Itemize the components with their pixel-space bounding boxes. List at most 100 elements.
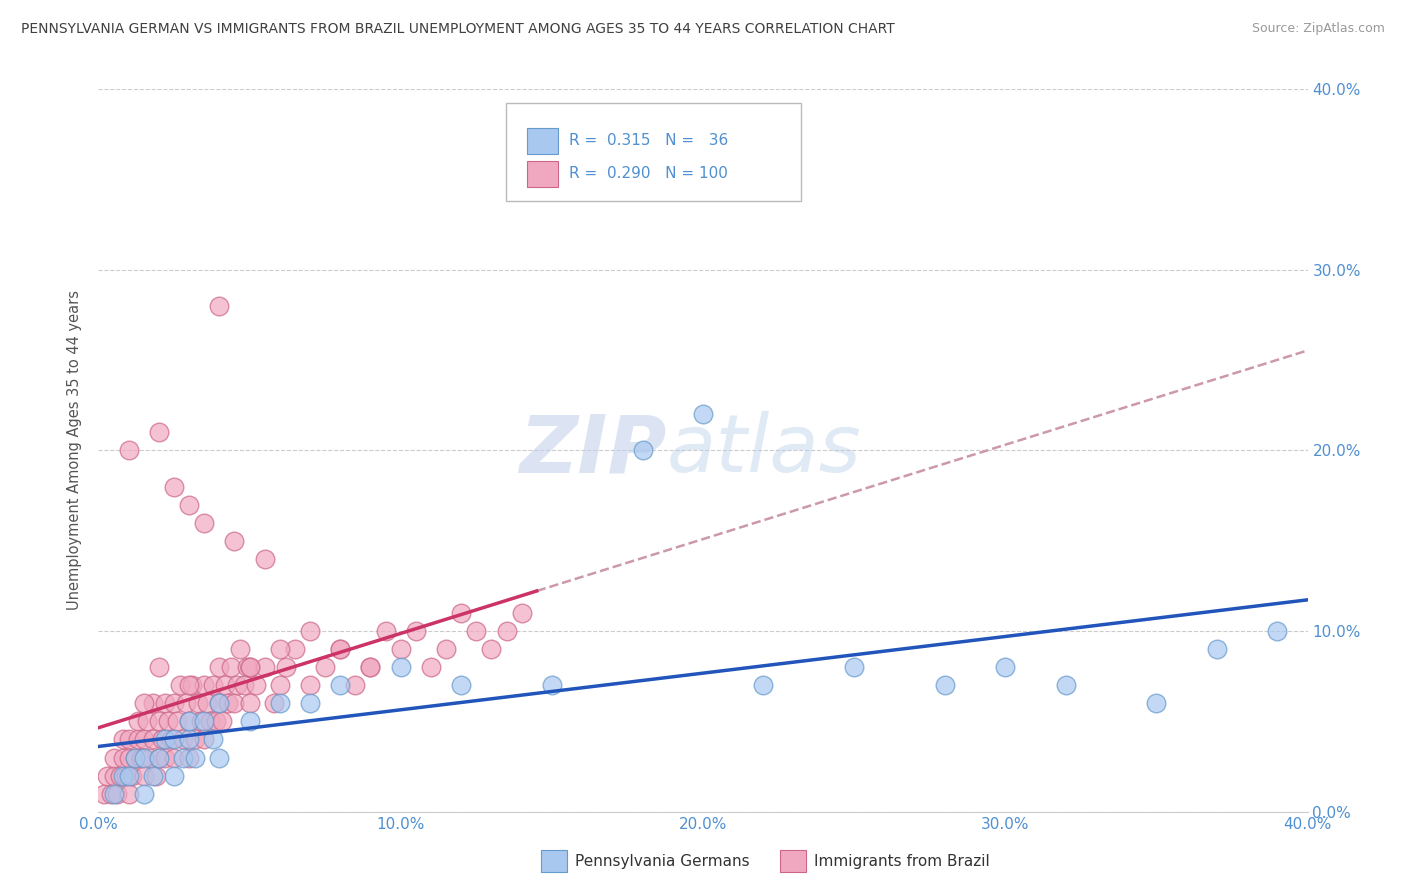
Point xyxy=(269,678,291,692)
Point xyxy=(124,750,146,764)
Point xyxy=(148,750,170,764)
Point xyxy=(232,678,254,692)
Point xyxy=(239,660,262,674)
Point xyxy=(148,660,170,674)
Point xyxy=(360,660,382,674)
Point xyxy=(132,697,155,711)
Point xyxy=(329,678,352,692)
Point xyxy=(1054,678,1077,692)
Point xyxy=(174,697,197,711)
Point xyxy=(284,642,307,657)
Point xyxy=(420,660,443,674)
Text: Immigrants from Brazil: Immigrants from Brazil xyxy=(814,854,990,869)
Point xyxy=(224,533,246,548)
Point xyxy=(124,750,146,764)
Point xyxy=(111,732,134,747)
Point xyxy=(208,660,231,674)
Point xyxy=(274,660,297,674)
Point xyxy=(118,787,141,801)
Point xyxy=(253,660,276,674)
Point xyxy=(142,732,165,747)
Point xyxy=(121,769,143,783)
Point xyxy=(103,750,125,764)
Point xyxy=(148,714,170,729)
Point xyxy=(132,750,155,764)
Point xyxy=(139,750,162,764)
Point xyxy=(1144,697,1167,711)
Point xyxy=(166,714,188,729)
Point xyxy=(389,642,412,657)
Text: atlas: atlas xyxy=(666,411,862,490)
Point xyxy=(127,732,149,747)
Point xyxy=(692,407,714,422)
Point xyxy=(179,498,201,512)
Point xyxy=(184,750,207,764)
Point xyxy=(994,660,1017,674)
Point xyxy=(172,732,194,747)
Point xyxy=(202,732,225,747)
Point xyxy=(299,678,322,692)
Point xyxy=(163,769,186,783)
Point xyxy=(114,769,136,783)
Point xyxy=(239,714,262,729)
Point xyxy=(465,624,488,639)
Point xyxy=(374,624,396,639)
Point xyxy=(105,787,128,801)
Point xyxy=(153,750,176,764)
Point xyxy=(111,750,134,764)
Point xyxy=(510,606,533,620)
Point xyxy=(132,787,155,801)
Point xyxy=(224,697,246,711)
Point xyxy=(127,714,149,729)
Point xyxy=(118,443,141,458)
Text: Source: ZipAtlas.com: Source: ZipAtlas.com xyxy=(1251,22,1385,36)
Point xyxy=(163,732,186,747)
Y-axis label: Unemployment Among Ages 35 to 44 years: Unemployment Among Ages 35 to 44 years xyxy=(67,291,83,610)
Point xyxy=(108,769,131,783)
Point xyxy=(208,299,231,313)
Point xyxy=(163,480,186,494)
Point xyxy=(153,697,176,711)
Point xyxy=(103,769,125,783)
Point xyxy=(205,714,228,729)
Point xyxy=(179,714,201,729)
Point xyxy=(100,787,122,801)
Point xyxy=(142,697,165,711)
Point xyxy=(540,678,562,692)
Point xyxy=(148,750,170,764)
Point xyxy=(844,660,866,674)
Point xyxy=(103,787,125,801)
Point xyxy=(118,732,141,747)
Point xyxy=(253,551,276,566)
Text: R =  0.315   N =   36: R = 0.315 N = 36 xyxy=(569,134,728,148)
Point xyxy=(269,697,291,711)
Point xyxy=(631,443,654,458)
Point xyxy=(450,606,472,620)
Text: Pennsylvania Germans: Pennsylvania Germans xyxy=(575,854,749,869)
Text: PENNSYLVANIA GERMAN VS IMMIGRANTS FROM BRAZIL UNEMPLOYMENT AMONG AGES 35 TO 44 Y: PENNSYLVANIA GERMAN VS IMMIGRANTS FROM B… xyxy=(21,22,894,37)
Point xyxy=(314,660,336,674)
Point xyxy=(481,642,503,657)
Point xyxy=(208,697,231,711)
Point xyxy=(299,697,322,711)
Point xyxy=(118,750,141,764)
Point xyxy=(1267,624,1289,639)
Point xyxy=(193,714,215,729)
Point xyxy=(179,678,201,692)
Text: ZIP: ZIP xyxy=(519,411,666,490)
Point xyxy=(208,697,231,711)
Point xyxy=(263,697,285,711)
Point xyxy=(132,769,155,783)
Point xyxy=(181,678,204,692)
Point xyxy=(208,750,231,764)
Point xyxy=(269,642,291,657)
Point xyxy=(389,660,412,674)
Point xyxy=(145,769,167,783)
Text: R =  0.290   N = 100: R = 0.290 N = 100 xyxy=(569,167,728,181)
Point xyxy=(184,732,207,747)
Point xyxy=(450,678,472,692)
Point xyxy=(163,750,186,764)
Point xyxy=(217,697,239,711)
Point xyxy=(160,732,183,747)
Point xyxy=(344,678,367,692)
